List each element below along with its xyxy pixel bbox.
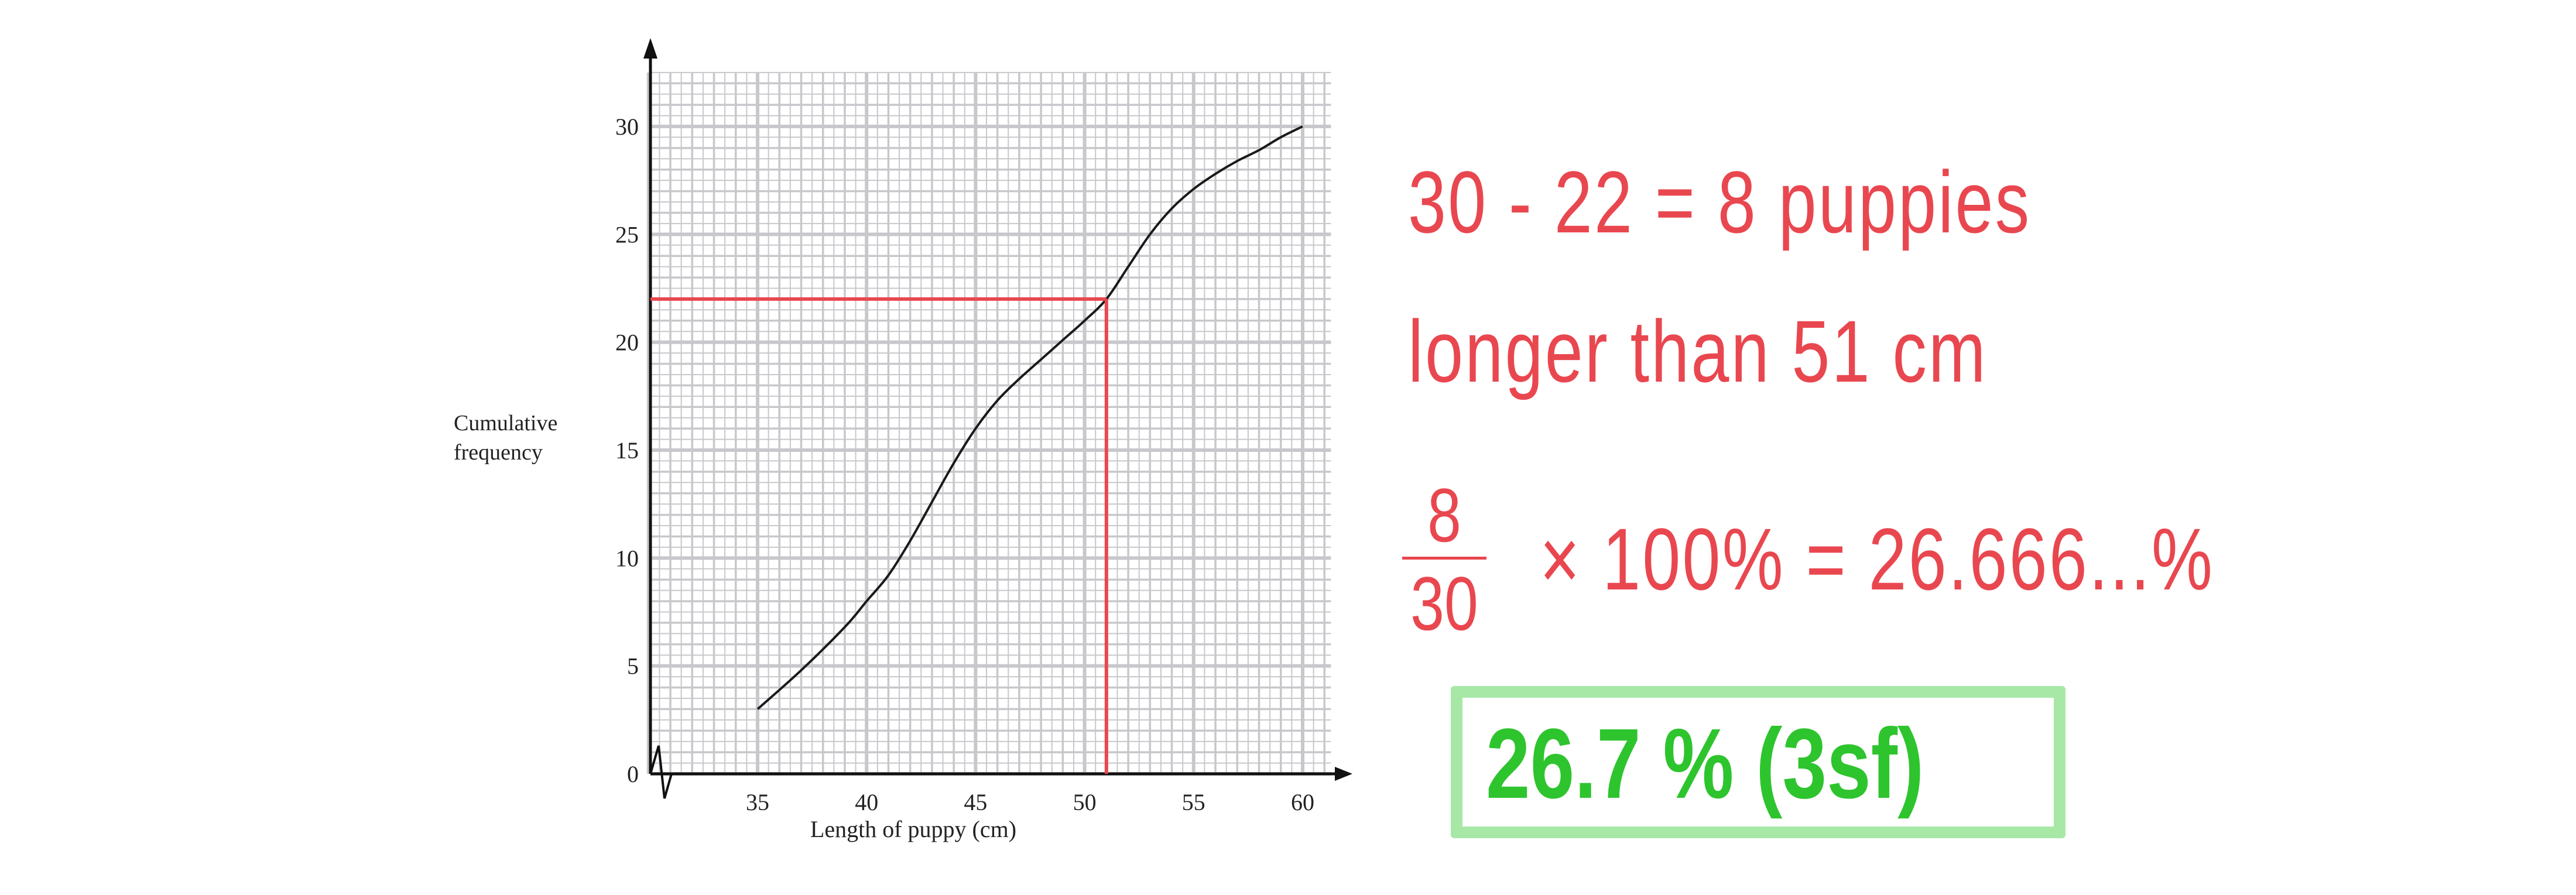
working-line-1: 30 - 22 = 8 puppies (1408, 153, 2032, 251)
fraction-bar (1402, 557, 1486, 560)
x-tick-label: 60 (1291, 789, 1314, 815)
grid (646, 71, 1331, 776)
y-tick-label: 15 (615, 437, 639, 464)
fraction-numerator: 8 (1427, 472, 1461, 558)
x-tick-label: 40 (855, 789, 878, 815)
x-tick-label: 45 (964, 789, 987, 815)
x-axis-arrow-icon (1335, 767, 1352, 781)
final-answer: 26.7 % (3sf) (1486, 708, 1924, 819)
x-axis-label: Length of puppy (cm) (810, 816, 1016, 842)
axis-break-icon (649, 745, 673, 799)
y-tick-label: 20 (615, 330, 639, 356)
y-tick-label: 10 (615, 545, 639, 571)
y-axis-label-line2: frequency (454, 440, 543, 465)
x-tick-label: 50 (1073, 789, 1097, 815)
working-line-2: longer than 51 cm (1408, 302, 1988, 400)
y-axis-label-line1: Cumulative (454, 411, 557, 436)
y-axis-arrow-icon (643, 38, 657, 59)
cumulative-frequency-curve (756, 125, 1303, 710)
y-tick-label: 5 (627, 653, 639, 680)
x-tick-label: 55 (1182, 789, 1205, 815)
y-tick-label: 30 (615, 114, 639, 140)
marks: 35 40 45 50 55 60 0 5 10 15 20 25 30 (615, 38, 1352, 815)
fraction: 8 30 (1402, 477, 1486, 642)
answer-box: 26.7 % (3sf) (1451, 686, 2065, 838)
y-tick-label: 25 (615, 221, 639, 248)
working-line-3: × 100% = 26.666...% (1540, 510, 2215, 608)
x-tick-label: 35 (746, 789, 769, 815)
y-tick-label: 0 (627, 761, 639, 787)
fraction-denominator: 30 (1410, 561, 1478, 646)
